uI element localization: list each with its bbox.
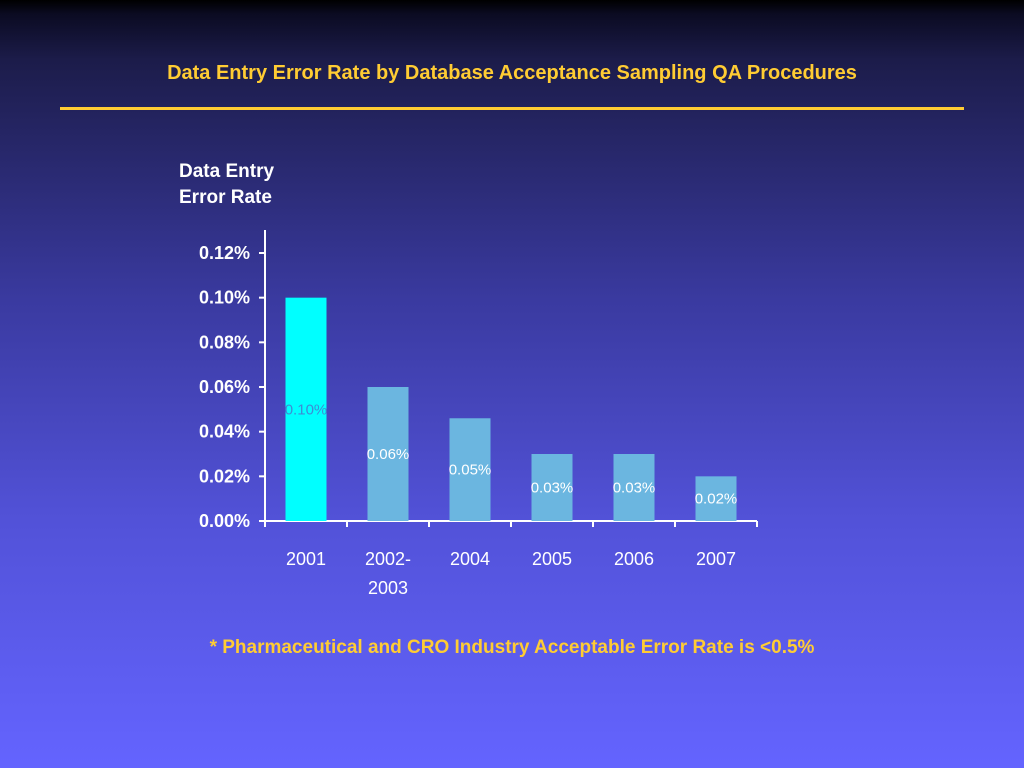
y-axis-label-line-1: Data Entry: [179, 161, 275, 182]
y-axis-label: Data Entry Error Rate: [179, 159, 274, 211]
data-label: 0.06%: [367, 446, 410, 463]
y-tick-label: 0.06%: [199, 377, 250, 397]
x-tick-label: 2006: [614, 549, 654, 569]
y-tick-label: 0.00%: [199, 511, 250, 531]
y-tick-label: 0.04%: [199, 422, 250, 442]
bar: [695, 476, 737, 521]
bar: [449, 418, 491, 521]
chart-title: Data Entry Error Rate by Database Accept…: [167, 62, 857, 84]
title-underline: [60, 107, 964, 110]
x-tick-label: 2002-: [365, 549, 411, 569]
y-tick-label: 0.10%: [199, 288, 250, 308]
y-axis-label-line-2: Error Rate: [179, 187, 272, 208]
data-label: 0.10%: [285, 401, 328, 418]
y-tick-label: 0.12%: [199, 243, 250, 263]
bar: [613, 454, 655, 521]
y-tick-label: 0.08%: [199, 332, 250, 352]
bar: [367, 387, 409, 521]
x-tick-label: 2003: [368, 578, 408, 598]
x-tick-label: 2005: [532, 549, 572, 569]
bar: [285, 297, 327, 521]
x-tick-label: 2004: [450, 549, 490, 569]
x-tick-label: 2007: [696, 549, 736, 569]
footnote: * Pharmaceutical and CRO Industry Accept…: [209, 637, 815, 658]
x-tick-label: 2001: [286, 549, 326, 569]
data-label: 0.02%: [695, 491, 738, 508]
data-label: 0.05%: [449, 462, 492, 479]
data-label: 0.03%: [613, 480, 656, 497]
bar: [531, 454, 573, 521]
y-tick-label: 0.02%: [199, 466, 250, 486]
data-label: 0.03%: [531, 480, 574, 497]
